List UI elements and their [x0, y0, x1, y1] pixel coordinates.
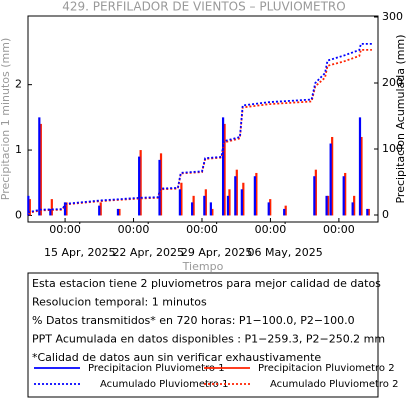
bar — [331, 136, 334, 216]
bar — [180, 182, 183, 216]
bar — [204, 189, 207, 216]
bar — [50, 199, 53, 216]
legend-label: Acumulado Pluviometro 2 — [270, 379, 398, 390]
x-tick-label: 00:00 — [186, 223, 218, 236]
info-text: PPT Acumulada en datos disponibles : P1−… — [32, 333, 385, 346]
bar — [326, 195, 330, 216]
bar — [313, 176, 316, 216]
bar — [39, 123, 42, 216]
bar — [192, 195, 195, 216]
bar — [366, 208, 369, 216]
plot-frame — [27, 15, 379, 223]
y2-tick-label: 100 — [382, 142, 403, 155]
legend-box — [27, 272, 379, 398]
bar — [118, 208, 121, 216]
bar — [367, 208, 370, 216]
cumulative-line — [27, 49, 372, 214]
info-text: Esta estacion tiene 2 pluviometros para … — [32, 277, 381, 290]
y-axis-label: Precipitacion 1 minutos (mm) — [0, 38, 12, 200]
bar — [314, 169, 317, 216]
bar — [28, 199, 31, 216]
chart-title: 429. PERFILADOR DE VIENTOS – PLUVIOMETRO — [62, 0, 345, 14]
bar — [342, 176, 345, 216]
bar — [221, 117, 225, 216]
x-date-label: 06 May, 2025 — [247, 246, 322, 259]
legend-label: Precipitacion Pluviometro 1 — [88, 363, 225, 374]
x-date-label: 15 Apr, 2025 — [44, 246, 116, 259]
bar — [159, 153, 163, 216]
bar — [211, 208, 214, 216]
bar — [99, 202, 102, 216]
bar — [269, 199, 272, 216]
bar — [223, 123, 226, 216]
bar — [191, 202, 194, 216]
bar — [178, 189, 181, 216]
y2-axis-label: Precipitacion Acumulada (mm) — [394, 34, 407, 203]
bar — [242, 182, 245, 216]
bar — [329, 143, 332, 216]
x-tick-label: 00:00 — [255, 223, 287, 236]
bar — [360, 136, 363, 216]
x-tick-label: 00:00 — [323, 223, 355, 236]
x-date-label: 29 Apr, 2025 — [181, 246, 253, 259]
info-text: Resolucion temporal: 1 minutos — [32, 296, 207, 309]
x-date-label: 22 Apr, 2025 — [112, 246, 184, 259]
bar — [116, 208, 120, 216]
bar — [226, 195, 230, 216]
bar — [63, 202, 67, 216]
x-tick-label: 00:00 — [49, 223, 81, 236]
y2-tick-label: 200 — [382, 76, 403, 89]
bar — [209, 202, 212, 216]
legend-label: Acumulado Pluviometro 1 — [100, 379, 228, 390]
bar — [98, 205, 101, 216]
bar — [235, 169, 238, 216]
x-tick-label: 00:00 — [118, 223, 150, 236]
info-text: % Datos transmitidos* en 720 horas: P1−1… — [32, 314, 355, 327]
bar — [358, 117, 362, 216]
bar — [138, 156, 141, 216]
y-tick-label: 1 — [15, 143, 22, 156]
bar — [228, 189, 231, 216]
bar — [253, 176, 256, 216]
cumulative-line — [27, 43, 372, 214]
bar — [283, 208, 286, 216]
bar — [65, 202, 68, 216]
y-tick-label: 2 — [15, 78, 22, 91]
bar — [38, 117, 41, 216]
bar — [234, 176, 237, 216]
bar — [325, 195, 328, 216]
bar — [240, 189, 243, 216]
y2-tick-label: 300 — [382, 10, 403, 23]
bar — [344, 172, 347, 216]
bar — [267, 202, 270, 216]
bar — [353, 195, 356, 216]
bar — [284, 205, 287, 216]
y2-tick-label: 0 — [382, 208, 389, 221]
x-axis-label: Tiempo — [182, 260, 224, 273]
legend-label: Precipitacion Pluviometro 2 — [258, 363, 395, 374]
bar — [49, 208, 52, 216]
info-text: *Calidad de datos aun sin verificar exha… — [32, 351, 321, 364]
bar — [27, 195, 30, 216]
bar — [351, 202, 354, 216]
bar — [139, 150, 142, 216]
y-tick-label: 0 — [15, 208, 22, 221]
bar — [158, 159, 161, 216]
bar — [255, 172, 258, 216]
bar — [203, 195, 206, 216]
